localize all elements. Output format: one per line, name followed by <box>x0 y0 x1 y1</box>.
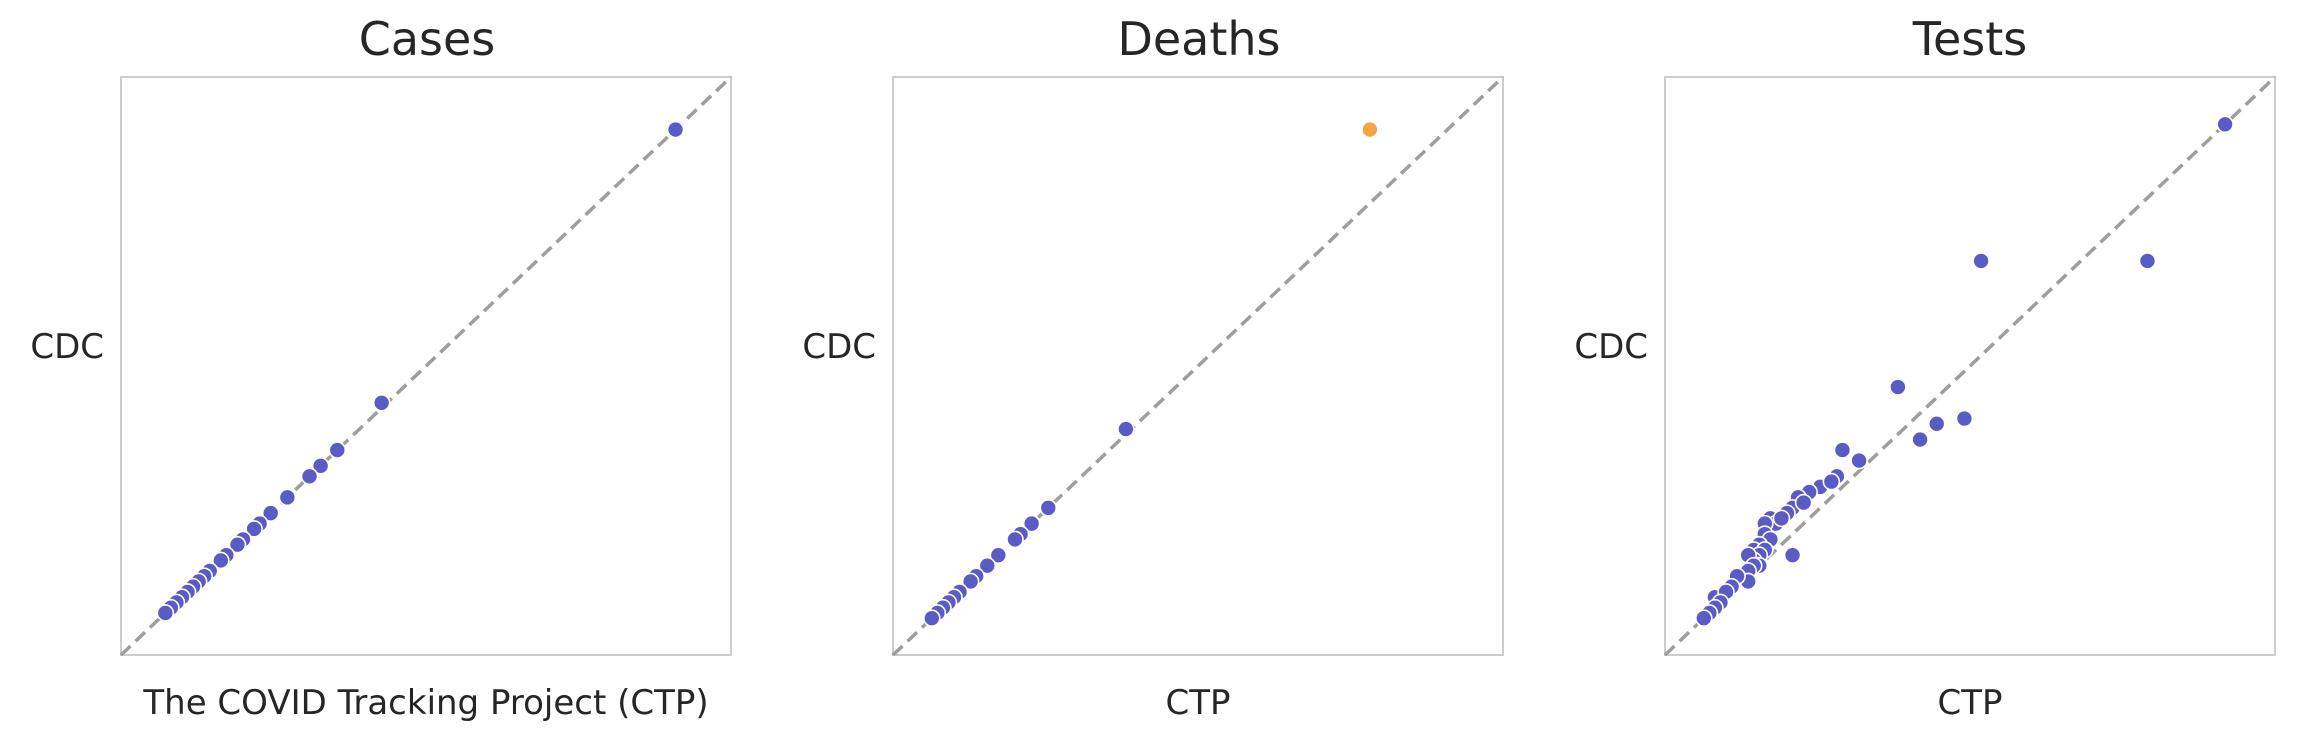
data-point <box>2138 252 2157 270</box>
data-point <box>1117 420 1135 438</box>
x-axis-label: The COVID Tracking Project (CTP) <box>142 683 708 723</box>
data-point <box>1039 499 1058 517</box>
data-point <box>1783 546 1802 564</box>
scatter-points <box>156 120 685 622</box>
data-point <box>278 488 297 507</box>
data-point <box>1772 509 1791 528</box>
y-axis-label: CDC <box>802 327 876 367</box>
data-point <box>1361 120 1379 139</box>
data-point <box>1695 609 1713 628</box>
data-point <box>1022 514 1041 533</box>
data-point <box>1006 530 1024 549</box>
data-point <box>2216 115 2234 134</box>
panel-title: Cases <box>359 12 496 66</box>
data-point <box>1794 493 1813 512</box>
data-point <box>1822 472 1841 491</box>
data-point <box>311 457 330 475</box>
scatter-points <box>1695 115 2234 628</box>
data-point <box>261 504 280 522</box>
y-axis-label: CDC <box>30 327 104 367</box>
data-point <box>300 467 319 486</box>
data-point <box>1927 414 1946 433</box>
panel-title: Deaths <box>1117 12 1280 66</box>
y-axis-label: CDC <box>1574 327 1648 367</box>
data-point <box>961 572 980 591</box>
data-point <box>1955 409 1974 428</box>
data-point <box>156 604 175 622</box>
data-point <box>978 556 997 575</box>
data-point <box>1911 430 1929 449</box>
data-point <box>372 393 391 412</box>
data-point <box>328 441 347 459</box>
scatter-points <box>923 120 1379 628</box>
x-axis-label: CTP <box>1937 683 2002 723</box>
data-point <box>666 120 685 139</box>
data-point <box>1972 252 1990 270</box>
data-point <box>212 551 230 570</box>
panel-deaths: Deaths CDC CTP <box>802 12 1505 723</box>
data-point <box>1850 451 1868 470</box>
data-point <box>228 535 247 554</box>
panel-cases: Cases CDC The COVID Tracking Project (CT… <box>30 12 733 723</box>
panel-tests: Tests CDC CTP <box>1574 12 2277 723</box>
data-point <box>923 609 941 628</box>
panel-title: Tests <box>1912 12 2028 66</box>
data-point <box>989 546 1008 564</box>
data-point <box>1889 378 1907 396</box>
x-axis-label: CTP <box>1165 683 1230 723</box>
data-point <box>1833 441 1852 459</box>
data-point <box>245 520 263 538</box>
